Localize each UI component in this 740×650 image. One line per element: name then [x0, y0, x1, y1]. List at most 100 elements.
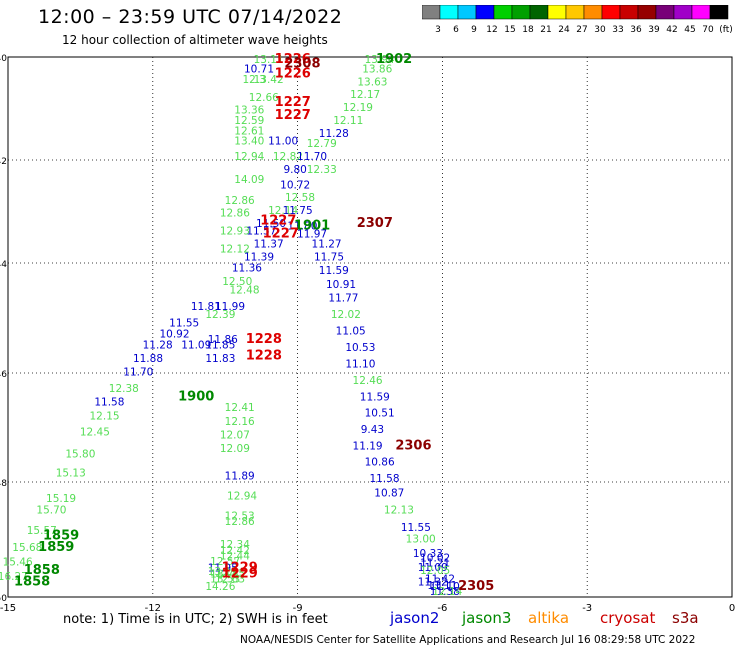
time-label: 1858: [14, 575, 50, 590]
colorbar-label: (ft): [719, 25, 732, 35]
legend-jason2: jason2: [390, 609, 440, 627]
wave-height-point: 10.86: [365, 457, 395, 469]
time-label: 1226: [275, 52, 311, 67]
wave-height-point: 12.07: [220, 429, 250, 441]
colorbar-label: 6: [453, 25, 459, 35]
wave-height-point: 11.75: [283, 205, 313, 217]
wave-height-point: 11.81: [191, 301, 221, 313]
time-label: 2305: [458, 579, 494, 594]
wave-height-point: 12.45: [80, 427, 110, 439]
y-tick-label: -46: [0, 370, 7, 380]
wave-height-point: 12.86: [225, 516, 255, 528]
legend-jason3: jason3: [462, 609, 512, 627]
time-label: 1902: [376, 52, 412, 67]
wave-height-point: 10.02: [420, 552, 450, 564]
wave-height-point: 11.58: [369, 473, 399, 485]
wave-height-point: 15.70: [36, 505, 66, 517]
wave-height-point: 12.16: [225, 416, 255, 428]
wave-height-point: 11.83: [205, 353, 235, 365]
y-tick-label: -48: [0, 479, 7, 489]
colorbar: 3 6 9 12 15 18 21 24 27 30 33 36 39 42 45 70 (ft): [422, 5, 732, 35]
colorbar-label: 27: [576, 25, 587, 35]
y-tick-label: -42: [0, 157, 7, 167]
colorbar-label: 42: [666, 25, 677, 35]
wave-height-point: 12.57: [210, 556, 240, 568]
wave-height-point: 11.97: [297, 228, 327, 240]
x-tick-label: -3: [582, 603, 592, 614]
wave-height-point: 12.12: [220, 244, 250, 256]
wave-height-point: 12.11: [333, 115, 363, 127]
wave-height-point: 11.27: [312, 239, 342, 251]
wave-height-point: 12.14: [268, 205, 298, 217]
wave-height-point: 13.11: [254, 54, 284, 66]
wave-height-point: 11.50: [256, 218, 286, 230]
wave-height-point: 11.28: [143, 339, 173, 351]
wave-height-point: 12.15: [90, 410, 120, 422]
wave-height-point: 11.39: [244, 251, 274, 263]
wave-height-point: 12.53: [225, 510, 255, 522]
wave-height-point: 11.09: [418, 562, 448, 574]
x-tick-label: -15: [0, 603, 16, 614]
wave-height-point: 12.46: [353, 375, 383, 387]
x-tick-label: 0: [729, 603, 735, 614]
wave-height-point: 15.19: [46, 493, 76, 505]
wave-height-point: 11.10: [430, 581, 460, 593]
colorbar-label: 21: [540, 25, 551, 35]
time-label: 1227: [275, 95, 311, 110]
wave-height-point: 11.19: [353, 440, 383, 452]
wave-height-point: 12.86: [225, 195, 255, 207]
wave-height-point: 12.13: [384, 505, 414, 517]
wave-height-point: 11.38: [430, 586, 460, 598]
wave-height-point: 12.94: [227, 490, 257, 502]
wave-height-point: 11.37: [254, 239, 284, 251]
footnote: note: 1) Time is in UTC; 2) SWH is in fe…: [63, 612, 328, 627]
wave-height-point: 11.55: [401, 522, 431, 534]
y-tick-label: -40: [0, 54, 7, 64]
wave-height-point: 11.55: [169, 317, 199, 329]
wave-height-point: 16.27: [0, 571, 28, 583]
wave-height-point: 9.80: [283, 164, 306, 176]
wave-height-point: 11.10: [345, 359, 375, 371]
x-tick-label: -6: [437, 603, 447, 614]
wave-height-point: 11.57: [246, 226, 276, 238]
colorbar-label: 18: [522, 25, 534, 35]
wave-height-point: 11.99: [215, 301, 245, 313]
wave-height-point: 11.88: [133, 353, 163, 365]
wave-height-point: 9.43: [361, 424, 384, 436]
colorbar-label: 24: [558, 25, 570, 35]
time-label: 2307: [357, 216, 393, 231]
wave-height-point: 12.05: [420, 565, 450, 577]
legend-altika: altika: [528, 609, 570, 627]
wave-height-point: 12.50: [222, 276, 252, 288]
wave-height-point: 11.32: [418, 577, 448, 589]
wave-height-point: 12.66: [249, 92, 279, 104]
wave-height-point: 10.51: [365, 408, 395, 420]
wave-height-point: 12.94: [234, 151, 264, 163]
wave-height-point: 12.02: [331, 309, 361, 321]
wave-height-point: 12.44: [220, 551, 250, 563]
wave-height-point: 11.00: [268, 136, 298, 148]
wave-height-point: 11.09: [181, 339, 211, 351]
wave-height-point: 10.71: [244, 63, 274, 75]
time-label: 2306: [395, 438, 431, 453]
time-label: 1859: [43, 529, 79, 544]
time-label: 1227: [260, 213, 296, 228]
wave-height-point: 13.53: [210, 574, 240, 586]
time-label: 1228: [246, 348, 282, 363]
wave-height-point: 11.59: [360, 391, 390, 403]
wave-height-point: 11.58: [94, 397, 124, 409]
wave-height-point: 11.85: [205, 339, 235, 351]
x-tick-label: -9: [293, 603, 303, 614]
wave-height-point: 11.75: [314, 251, 344, 263]
colorbar-label: 70: [702, 25, 714, 35]
time-label: 2308: [284, 56, 320, 71]
wave-height-point: 13.71: [210, 569, 240, 581]
wave-height-point: 11.77: [328, 293, 358, 305]
wave-height-point: 11.36: [232, 262, 262, 274]
wave-height-point: 10.53: [345, 342, 375, 354]
y-tick-label: -44: [0, 260, 7, 270]
wave-height-point: 12.17: [350, 89, 380, 101]
wave-height-point: 11.89: [225, 470, 255, 482]
wave-height-point: 11.80: [287, 221, 317, 233]
